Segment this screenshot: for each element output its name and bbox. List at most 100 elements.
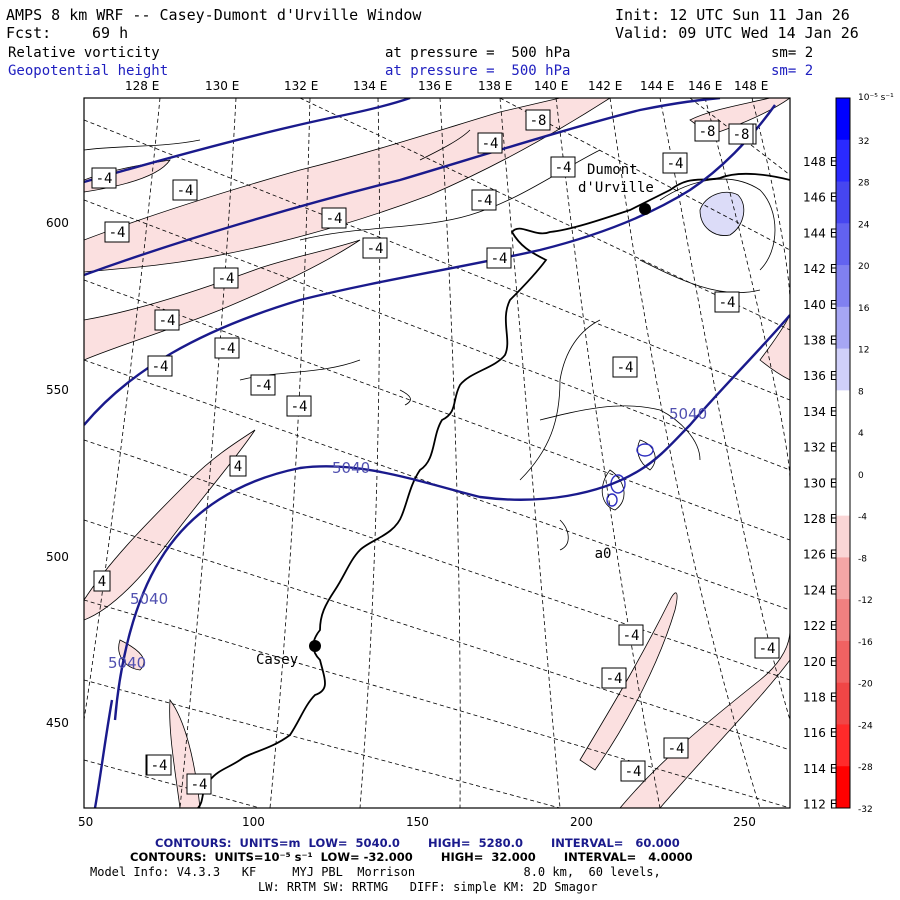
init-time: Init: 12 UTC Sun 11 Jan 26 <box>615 6 850 24</box>
right-axis-label: 134 E <box>803 405 837 419</box>
vorticity-label: 4 <box>93 570 111 592</box>
colorbar-label: 4 <box>858 429 864 439</box>
svg-text:-4: -4 <box>255 378 272 394</box>
colorbar-swatch <box>836 557 850 600</box>
svg-text:-4: -4 <box>367 241 384 257</box>
svg-text:-4: -4 <box>623 628 640 644</box>
footer-physics: LW: RRTM SW: RRTMG DIFF: simple KM: 2D S… <box>258 880 598 894</box>
colorbar-swatch <box>836 682 850 725</box>
right-axis-label: 132 E <box>803 441 837 455</box>
height-contour-labels: 5040 5040 5040 5040 <box>108 405 707 672</box>
vorticity-label: -4 <box>104 221 130 243</box>
right-axis-label: 120 E <box>803 655 837 669</box>
field2-name: Geopotential height <box>8 63 169 79</box>
svg-text:-8: -8 <box>530 113 547 129</box>
vorticity-label: -8 <box>694 120 720 142</box>
vorticity-contour-labels: -4 -8 -4 -4 -4 -4 -8 -4 -4 -4 -4 -4 -4 -4 -4 -4 -4 -4 -4 -8… <box>91 109 780 795</box>
colorbar-label: -24 <box>858 721 873 731</box>
svg-text:-4: -4 <box>151 758 168 774</box>
colorbar-unit: 10⁻⁵ s⁻¹ <box>858 93 894 103</box>
colorbar-outline <box>835 97 851 809</box>
colorbar-swatch <box>836 348 850 391</box>
lon-label: 134 E <box>353 79 387 93</box>
colorbar-swatch <box>836 473 850 517</box>
station-dumont-durville <box>639 203 651 215</box>
station-label-casey: Casey <box>256 652 298 668</box>
svg-text:-4: -4 <box>152 359 169 375</box>
vorticity-label: 4 <box>229 455 247 477</box>
svg-text:-4: -4 <box>491 251 508 267</box>
colorbar-label: -32 <box>858 805 873 815</box>
vorticity-label: -4 <box>213 267 239 289</box>
lon-label: 136 E <box>418 79 452 93</box>
colorbar-label: -16 <box>858 638 873 648</box>
svg-text:-4: -4 <box>667 156 684 172</box>
right-axis-label: 144 E <box>803 226 837 240</box>
right-axis-label: 114 E <box>803 762 837 776</box>
y-tick: 500 <box>46 550 69 564</box>
colorbar-label: 16 <box>858 304 870 314</box>
colorbar-swatch <box>836 515 850 558</box>
right-axis-label: 148 E <box>803 155 837 169</box>
vorticity-label: -4 <box>550 156 576 178</box>
right-axis-label: 112 E <box>803 798 837 812</box>
right-axis-label: 146 E <box>803 191 837 205</box>
station-casey <box>309 640 321 652</box>
vorticity-label: a0 <box>595 546 612 562</box>
lon-label: 138 E <box>478 79 512 93</box>
svg-text:-4: -4 <box>617 360 634 376</box>
svg-text:-8: -8 <box>733 127 750 143</box>
vorticity-label: -4 <box>147 355 173 377</box>
colorbar-label: -20 <box>858 680 873 690</box>
svg-text:-4: -4 <box>482 136 499 152</box>
field1-name: Relative vorticity <box>8 45 160 61</box>
colorbar-swatch <box>836 306 850 350</box>
vorticity-label: -8 <box>525 109 551 131</box>
right-axis-label: 124 E <box>803 583 837 597</box>
svg-text:a0: a0 <box>595 546 612 562</box>
height-label: 5040 <box>669 405 707 423</box>
right-axis-label: 126 E <box>803 548 837 562</box>
vorticity-label: -4 <box>154 309 180 331</box>
colorbar-swatch <box>836 640 850 684</box>
svg-text:-4: -4 <box>191 777 208 793</box>
station-label-dumont: Dumont <box>587 162 638 178</box>
colorbar: 32 28 24 20 16 12 8 4 0 -4 -8 -12 -16 -20 -24 -28 -32 <box>835 97 873 815</box>
colorbar-label: 0 <box>858 471 864 481</box>
colorbar-label: 8 <box>858 387 864 397</box>
svg-text:-4: -4 <box>476 193 493 209</box>
height-label: 5040 <box>108 654 146 672</box>
svg-text:-4: -4 <box>668 741 685 757</box>
colorbar-label: -12 <box>858 596 873 606</box>
plot-area: Dumont d'Urville Casey 5040 5040 5040 50… <box>84 98 790 808</box>
colorbar-label: -28 <box>858 763 873 773</box>
footer-contours-vorticity: CONTOURS: UNITS=10⁻⁵ s⁻¹ LOW= -32.000 HI… <box>130 850 693 864</box>
x-axis-ticks: 50 100 150 200 250 <box>78 815 756 829</box>
vorticity-label: -8 <box>728 123 754 145</box>
right-axis-label: 138 E <box>803 334 837 348</box>
colorbar-label: 20 <box>858 262 870 272</box>
field1-level: at pressure = 500 hPa <box>385 45 571 61</box>
svg-text:-4: -4 <box>159 313 176 329</box>
svg-text:-4: -4 <box>759 641 776 657</box>
colorbar-label: -8 <box>858 554 867 564</box>
svg-text:4: 4 <box>98 574 106 590</box>
colorbar-label: 28 <box>858 179 870 189</box>
y-tick: 450 <box>46 716 69 730</box>
station-label-durville: d'Urville <box>578 180 654 196</box>
svg-text:4: 4 <box>234 459 242 475</box>
right-axis-label: 128 E <box>803 512 837 526</box>
right-axis-label: 140 E <box>803 298 837 312</box>
vorticity-label: -4 <box>172 179 198 201</box>
lon-label: 148 E <box>734 79 768 93</box>
lon-label: 140 E <box>534 79 568 93</box>
x-tick: 200 <box>570 815 593 829</box>
valid-time: Valid: 09 UTC Wed 14 Jan 26 <box>615 24 859 42</box>
vorticity-label: -4 <box>486 247 512 269</box>
vorticity-label: -4 <box>612 356 638 378</box>
y-tick: 550 <box>46 383 69 397</box>
colorbar-swatch <box>836 599 850 642</box>
lon-label: 128 E <box>125 79 159 93</box>
svg-text:-4: -4 <box>291 399 308 415</box>
height-label: 5040 <box>332 459 370 477</box>
